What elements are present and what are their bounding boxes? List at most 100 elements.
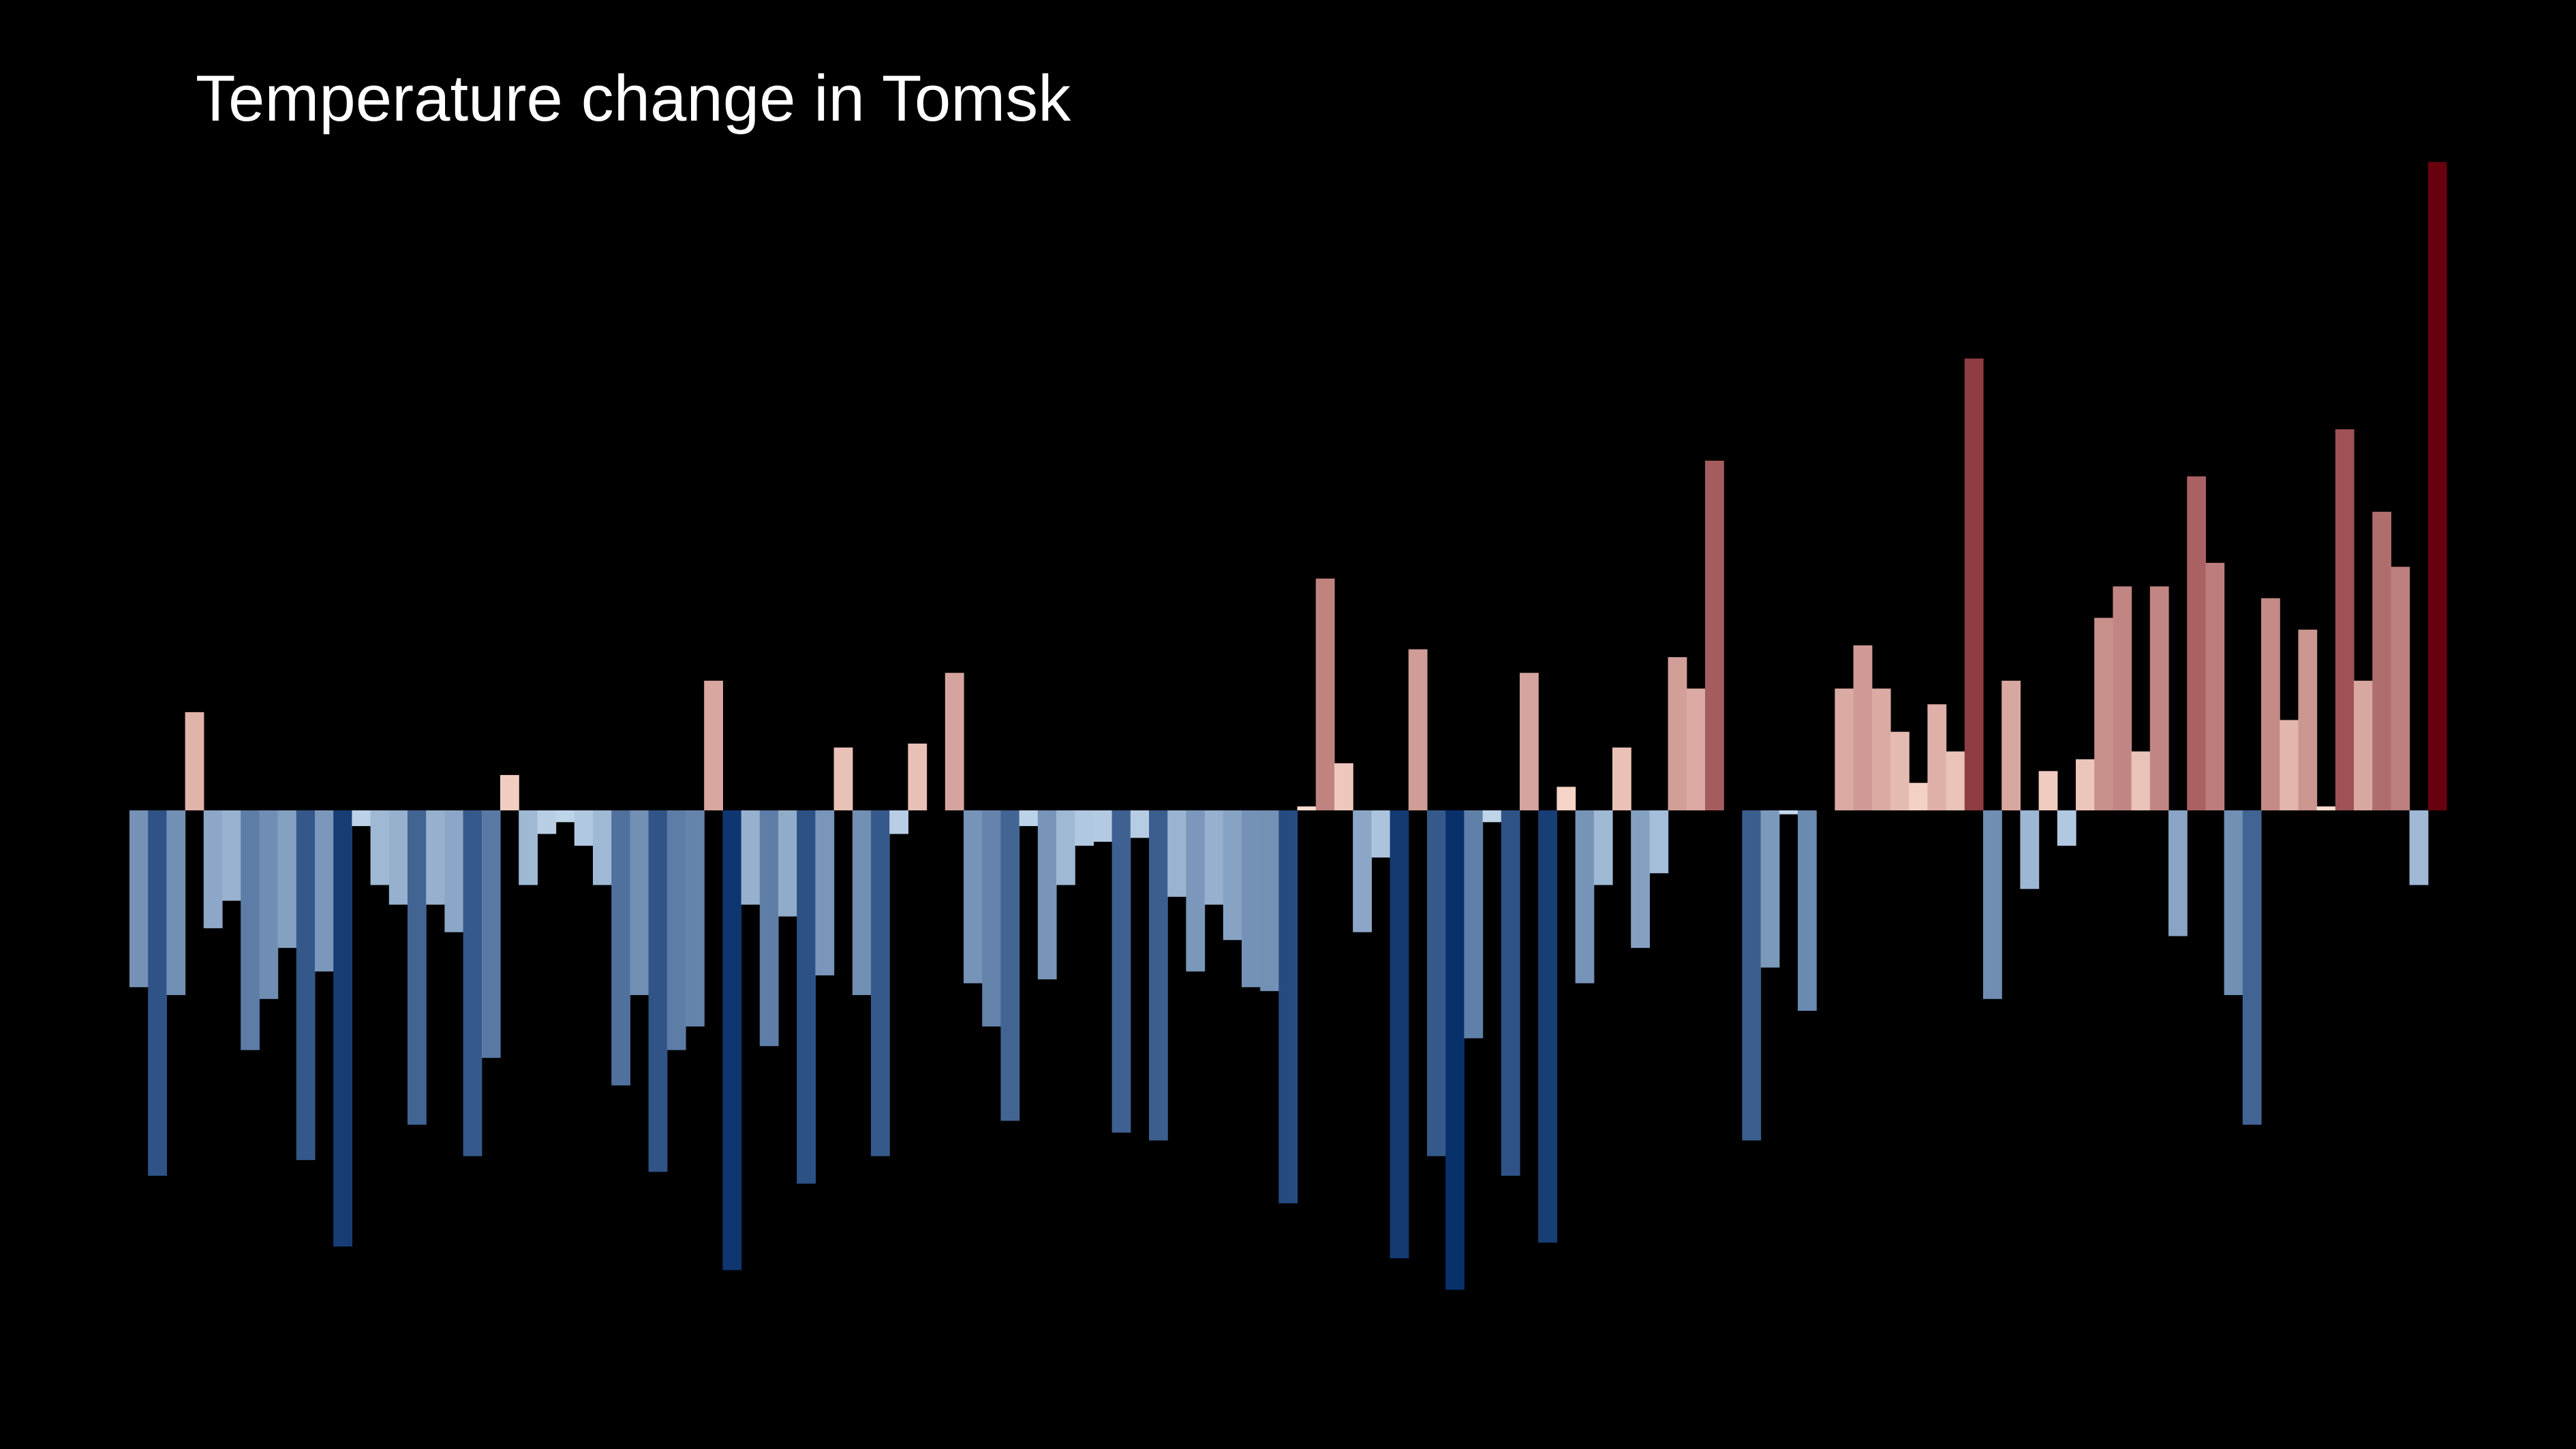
bar <box>2335 429 2355 810</box>
bar <box>2113 586 2132 810</box>
bar <box>2409 810 2429 885</box>
bar <box>1278 810 1298 1204</box>
bar <box>2354 680 2373 810</box>
bar <box>222 810 241 901</box>
bar <box>686 810 705 1027</box>
bar <box>889 810 908 834</box>
bar <box>797 810 816 1184</box>
bar <box>1390 810 1409 1259</box>
bar <box>1798 810 1817 1011</box>
bar <box>964 810 983 983</box>
bar <box>1334 763 1353 810</box>
bar <box>1408 649 1428 810</box>
bar <box>871 810 890 1157</box>
bar <box>2205 562 2225 810</box>
bar <box>2020 810 2040 889</box>
bar <box>2224 810 2243 995</box>
bar <box>2242 810 2262 1125</box>
bar <box>741 810 761 905</box>
bar <box>259 810 279 999</box>
bar <box>1075 810 1094 846</box>
bar <box>203 810 223 928</box>
bar <box>2038 771 2058 810</box>
bar <box>148 810 167 1176</box>
bar <box>2298 629 2318 810</box>
bar <box>1167 810 1186 897</box>
bars-group <box>129 162 2447 1290</box>
bar <box>2076 759 2095 810</box>
bar <box>352 810 371 827</box>
bar <box>759 810 779 1046</box>
bar <box>1742 810 1762 1141</box>
bar <box>648 810 668 1172</box>
bar <box>2316 806 2336 810</box>
bar <box>1242 810 1261 988</box>
chart-title: Temperature change in Tomsk <box>196 62 1071 135</box>
bar <box>333 810 352 1247</box>
bar <box>1353 810 1372 932</box>
bar <box>1760 810 1780 968</box>
bar <box>722 810 742 1270</box>
bar <box>1204 810 1224 905</box>
bar <box>296 810 316 1161</box>
bar <box>1371 810 1391 858</box>
bar <box>1056 810 1075 885</box>
bar <box>1315 578 1335 810</box>
bar <box>1501 810 1520 1176</box>
bar <box>1130 810 1150 838</box>
bar <box>500 775 519 810</box>
bar <box>315 810 334 972</box>
bar <box>1705 460 1724 810</box>
bar <box>1000 810 1020 1121</box>
bar <box>611 810 630 1086</box>
bar <box>1853 645 1873 810</box>
bar <box>1297 806 1317 810</box>
bar <box>815 810 835 976</box>
bar <box>630 810 649 995</box>
bar <box>2427 162 2447 810</box>
bar <box>555 810 575 823</box>
bar <box>1835 688 1854 810</box>
bar <box>593 810 612 885</box>
bar <box>444 810 464 932</box>
bar <box>945 673 964 810</box>
bar <box>1779 810 1798 814</box>
bar <box>1964 359 1984 810</box>
bar <box>1037 810 1057 979</box>
bar <box>1445 810 1465 1290</box>
bar <box>2261 598 2280 810</box>
bar <box>166 810 186 995</box>
bar <box>481 810 501 1058</box>
bar <box>574 810 594 846</box>
bar <box>666 810 686 1050</box>
bar <box>277 810 297 948</box>
bar <box>388 810 408 905</box>
bar <box>1909 782 1928 810</box>
bar <box>833 747 853 810</box>
bar <box>1520 673 1539 810</box>
bar <box>2168 810 2188 936</box>
bar <box>1927 704 1947 810</box>
bar <box>1149 810 1168 1141</box>
bar <box>2372 511 2391 810</box>
bar <box>2094 617 2113 810</box>
bar <box>1575 810 1595 983</box>
bar <box>778 810 797 917</box>
bar <box>241 810 260 1050</box>
bar <box>1111 810 1131 1133</box>
bar <box>1464 810 1484 1039</box>
bar <box>1668 657 1687 810</box>
bar <box>1557 787 1576 810</box>
bar <box>519 810 538 885</box>
bar <box>1482 810 1502 823</box>
bar <box>2131 751 2151 810</box>
bar <box>370 810 390 885</box>
bar <box>2187 476 2206 810</box>
bar <box>537 810 557 834</box>
bar <box>2280 720 2299 810</box>
bar <box>1538 810 1557 1243</box>
bar <box>408 810 427 1125</box>
bar <box>1890 731 1910 810</box>
bar <box>1186 810 1206 972</box>
bar <box>463 810 482 1157</box>
